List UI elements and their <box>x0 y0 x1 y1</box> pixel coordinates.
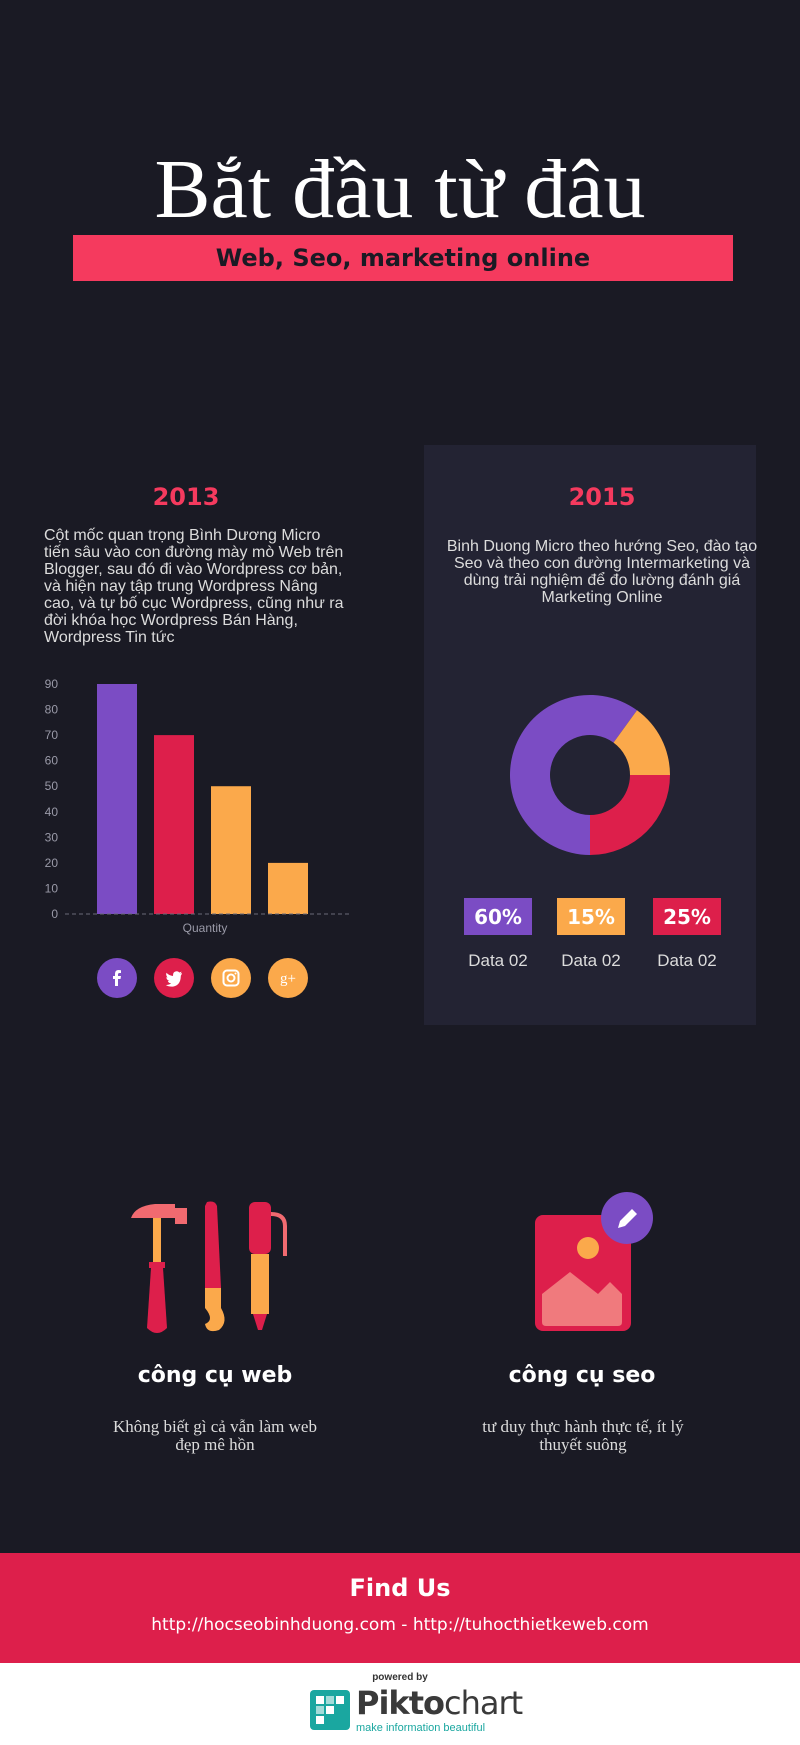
legend-label-2: Data 02 <box>561 951 621 970</box>
y-tick-label: 20 <box>45 856 59 870</box>
image-card-icon <box>535 1215 631 1331</box>
legend-value-2: 15% <box>557 898 625 935</box>
seo-tool-title: công cụ seo <box>508 1363 656 1388</box>
x-axis-label: Quantity <box>183 921 228 935</box>
facebook-icon[interactable] <box>97 958 137 998</box>
social-row: g+ <box>97 958 308 998</box>
y-tick-label: 10 <box>45 881 59 895</box>
year-2013: 2013 <box>152 483 220 511</box>
find-us-title: Find Us <box>349 1574 451 1602</box>
left-paragraph: Cột mốc quan trọng Bình Dương Micro tiến… <box>44 527 344 646</box>
seo-tool-desc: tư duy thực hành thực tế, ít lý thuyết s… <box>482 1417 684 1454</box>
y-tick-label: 30 <box>45 830 59 844</box>
find-us-section <box>0 1553 800 1663</box>
piktochart-tagline: make information beautiful <box>356 1722 486 1734</box>
donut-slice-3 <box>590 775 670 855</box>
y-tick-label: 80 <box>45 703 59 717</box>
y-tick-label: 40 <box>45 805 59 819</box>
legend-value-1: 60% <box>464 898 532 935</box>
subtitle-banner: Web, Seo, marketing online <box>73 235 733 281</box>
donut-slice-2 <box>613 710 670 775</box>
tools-illustration <box>131 1201 287 1333</box>
page-title: Bắt đầu từ đâu <box>154 143 646 236</box>
legend-label-1: Data 02 <box>468 951 528 970</box>
legend-value-3: 25% <box>653 898 721 935</box>
instagram-icon[interactable] <box>211 958 251 998</box>
y-tick-label: 50 <box>45 779 59 793</box>
powered-by: powered by <box>372 1672 428 1683</box>
bar-3 <box>211 786 251 914</box>
right-paragraph: Binh Duong Micro theo hướng Seo, đào tạo… <box>446 538 758 606</box>
legend-label-3: Data 02 <box>657 951 717 970</box>
subtitle-text: Web, Seo, marketing online <box>215 244 591 272</box>
brand-part-b: chart <box>443 1684 523 1722</box>
footer <box>0 1663 800 1745</box>
y-tick-label: 0 <box>51 907 58 921</box>
year-2015: 2015 <box>568 483 636 511</box>
piktochart-brand[interactable]: Piktochart <box>356 1684 523 1722</box>
google-plus-icon[interactable]: g+ <box>268 958 308 998</box>
bar-4 <box>268 862 308 914</box>
donut-chart <box>510 695 670 855</box>
svg-text:g+: g+ <box>280 971 296 987</box>
brand-part-a: Pikto <box>356 1684 445 1722</box>
y-tick-label: 70 <box>45 728 59 742</box>
paintbrush-icon <box>205 1201 225 1332</box>
hammer-icon <box>131 1204 187 1333</box>
find-us-links[interactable]: http://hocseobinhduong.com - http://tuho… <box>151 1615 649 1635</box>
seo-illustration <box>535 1192 653 1331</box>
twitter-icon[interactable] <box>154 958 194 998</box>
pen-icon <box>249 1202 287 1330</box>
y-tick-label: 60 <box>45 754 59 768</box>
web-tool-title: công cụ web <box>137 1363 293 1388</box>
bar-chart: 0 10 20 30 40 50 60 70 80 90 Quantity <box>45 677 350 935</box>
piktochart-logo-icon <box>310 1690 350 1730</box>
pencil-badge-icon <box>601 1192 653 1244</box>
y-tick-label: 90 <box>45 677 59 691</box>
bar-1 <box>97 684 137 914</box>
web-tool-desc: Không biết gì cả vẫn làm web đẹp mê hồn <box>113 1417 317 1454</box>
bar-2 <box>154 735 194 914</box>
donut-slice-1 <box>510 695 638 855</box>
